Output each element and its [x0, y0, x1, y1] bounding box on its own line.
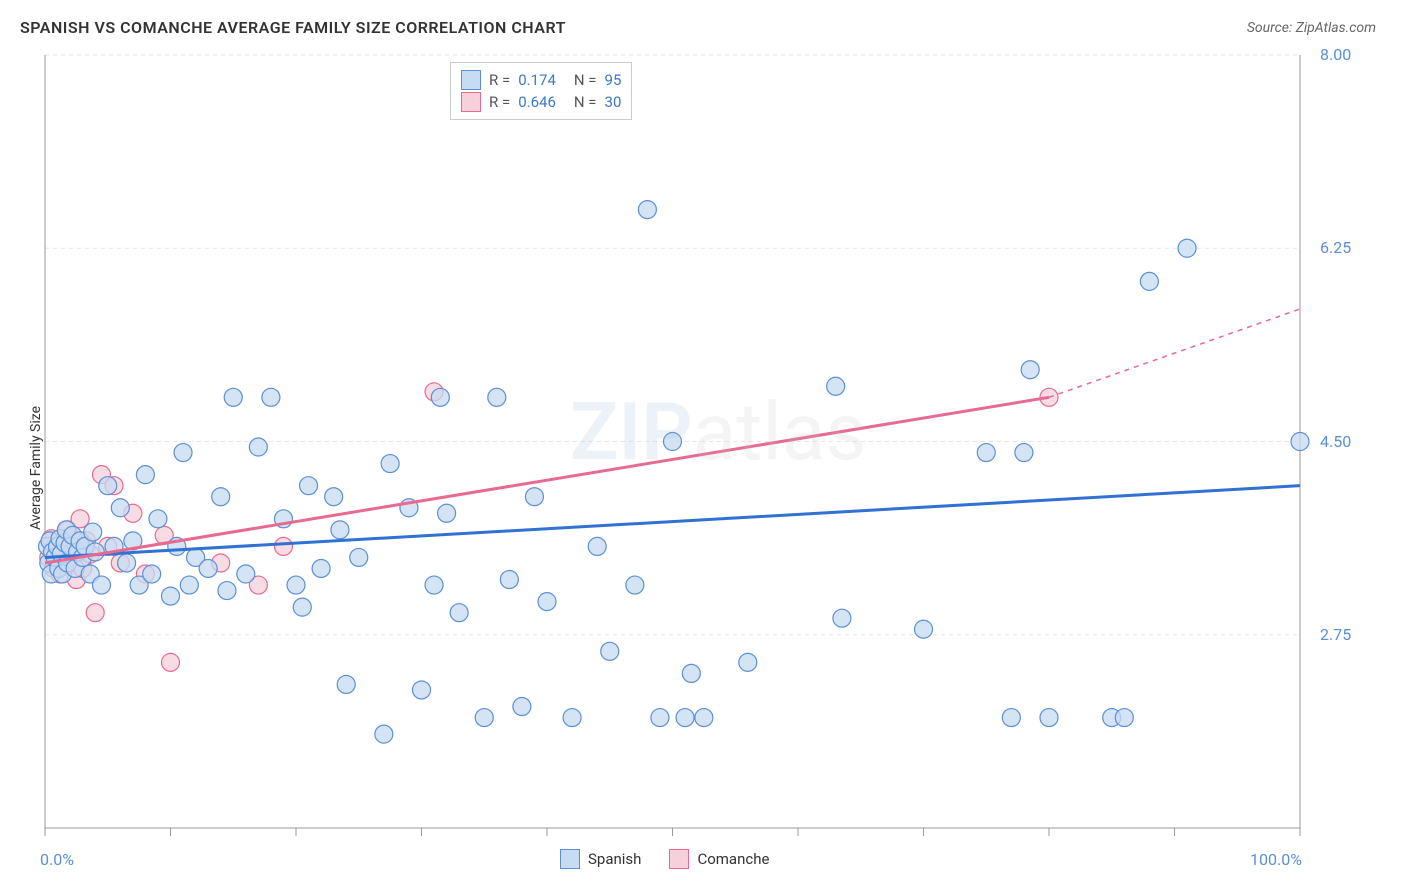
source-label: Source: ZipAtlas.com — [1247, 20, 1376, 36]
swatch-comanche — [461, 92, 481, 112]
swatch-spanish-icon — [560, 849, 580, 869]
series-legend: Spanish Comanche — [560, 849, 769, 869]
stats-n-comanche: 30 — [605, 91, 622, 113]
y-tick-label: 8.00 — [1320, 45, 1351, 64]
stats-r-comanche: 0.646 — [518, 91, 556, 113]
y-tick-label: 2.75 — [1320, 625, 1351, 644]
x-axis-start-label: 0.0% — [40, 850, 74, 869]
swatch-comanche-icon — [669, 849, 689, 869]
legend-item-spanish: Spanish — [560, 849, 641, 869]
y-tick-label: 6.25 — [1320, 238, 1351, 257]
legend-label-comanche: Comanche — [697, 850, 769, 868]
stats-row-spanish: R = 0.174 N = 95 — [461, 69, 621, 91]
chart-canvas — [0, 0, 1406, 892]
stats-row-comanche: R = 0.646 N = 30 — [461, 91, 621, 113]
stats-label-r: R = — [489, 69, 510, 91]
x-axis-end-label: 100.0% — [1250, 850, 1302, 869]
legend-item-comanche: Comanche — [669, 849, 769, 869]
y-axis-label: Average Family Size — [28, 406, 44, 530]
stats-n-spanish: 95 — [605, 69, 622, 91]
stats-label-n: N = — [574, 69, 597, 91]
stats-label-n2: N = — [574, 91, 597, 113]
chart-title: SPANISH VS COMANCHE AVERAGE FAMILY SIZE … — [20, 18, 566, 37]
legend-label-spanish: Spanish — [588, 850, 641, 868]
stats-label-r2: R = — [489, 91, 510, 113]
stats-r-spanish: 0.174 — [518, 69, 556, 91]
stats-legend: R = 0.174 N = 95 R = 0.646 N = 30 — [450, 62, 632, 120]
y-tick-label: 4.50 — [1320, 432, 1351, 451]
swatch-spanish — [461, 70, 481, 90]
